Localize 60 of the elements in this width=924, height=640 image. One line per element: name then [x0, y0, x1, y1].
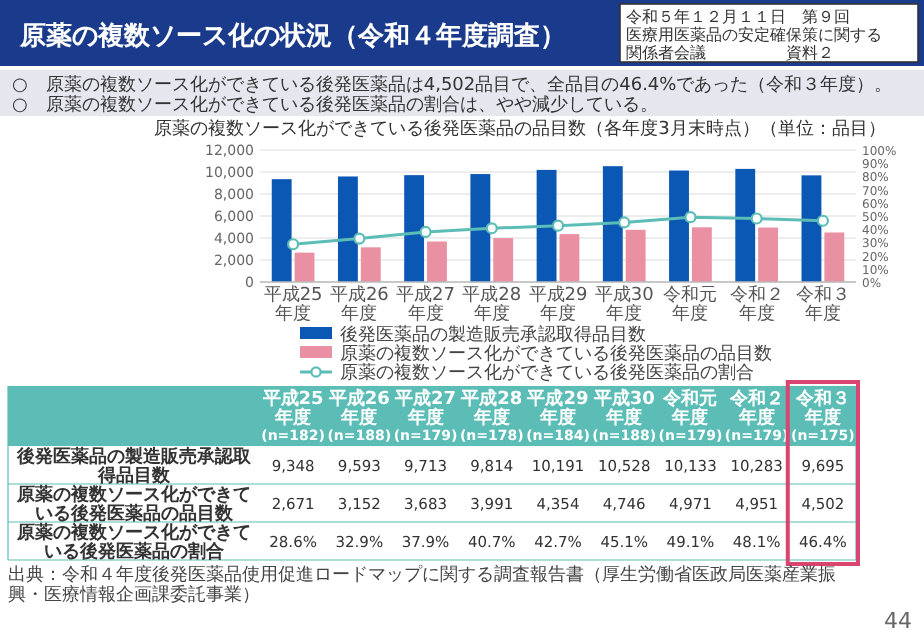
category-label: 令和元年度 — [663, 390, 718, 429]
bar — [735, 168, 756, 282]
bar — [271, 179, 292, 282]
bar — [559, 234, 580, 282]
x-tick-label: 令和２年度 — [729, 284, 784, 325]
bar — [691, 227, 712, 282]
x-tick-label: 平成28年度 — [462, 284, 522, 325]
x-tick-label: 令和元年度 — [663, 284, 718, 325]
legend-label: 原薬の複数ソース化ができている後発医薬品の品目数 — [340, 343, 772, 365]
point — [750, 212, 763, 225]
text: ○ 原薬の複数ソース化ができている後発医薬品は4,502品目で、全品目の46.4%であった（令和３年度）。 — [12, 74, 893, 96]
category-label: 令和３年度 — [795, 390, 850, 429]
bar — [493, 238, 514, 282]
bar — [294, 252, 315, 282]
text: 後発医薬品の製造販売承認取得品目数 — [17, 447, 251, 487]
text: 関係者会議 資料２ — [626, 44, 834, 62]
x-tick-label: 平成27年度 — [396, 284, 456, 325]
bar — [427, 241, 447, 282]
x-tick-label: 平成26年度 — [329, 284, 390, 325]
text: 令和５年１２月１１日 第９回 — [626, 8, 850, 26]
point — [816, 214, 829, 227]
bar — [404, 175, 425, 282]
bar — [470, 174, 491, 282]
point — [419, 225, 432, 239]
bar — [801, 175, 822, 282]
x-tick-label: 平成30年度 — [594, 284, 655, 325]
bar — [824, 232, 845, 282]
point — [551, 219, 565, 232]
bar — [669, 170, 689, 282]
point — [618, 216, 631, 229]
bar — [758, 227, 779, 282]
bar — [360, 247, 381, 282]
text: 原薬の複数ソース化ができている後発医薬品の割合 — [17, 523, 251, 563]
source-note: 出典：令和４年度後発医薬品使用促進ロードマップに関する調査報告書（厚生労働省医政局医薬産業振興・医療情報企画課委託事業） — [8, 564, 836, 606]
legend-label: 後発医薬品の製造販売承認取得品目数 — [340, 324, 646, 346]
category-label: 平成29年度 — [527, 390, 589, 429]
category-label: 平成25年度 — [262, 390, 324, 429]
x-tick-label: 令和３年度 — [795, 284, 850, 325]
chart-title: 原薬の複数ソース化の状況（令和４年度調査） — [18, 20, 566, 52]
category-label: 平成30年度 — [593, 390, 655, 429]
legend-label: 原薬の複数ソース化ができている後発医薬品の割合 — [340, 362, 754, 384]
text: ○ 原薬の複数ソース化ができている後発医薬品の割合は、やや減少している。 — [12, 94, 658, 116]
text: 原薬の複数ソース化ができている後発医薬品の品目数 — [17, 485, 251, 525]
bar — [625, 229, 646, 282]
point — [353, 232, 366, 245]
category-label: 平成28年度 — [461, 390, 523, 429]
point — [684, 211, 697, 224]
text: 44 — [884, 608, 912, 634]
text: 医療用医薬品の安定確保策に関する — [626, 26, 882, 44]
x-tick-label: 平成25年度 — [263, 284, 323, 325]
x-tick-label: 平成29年度 — [528, 284, 588, 325]
point — [485, 222, 498, 235]
bar — [536, 169, 557, 282]
bar — [602, 166, 623, 282]
bar — [337, 176, 358, 282]
category-label: 平成26年度 — [328, 390, 390, 429]
chart-subtitle: 原薬の複数ソース化ができている後発医薬品の品目数（各年度3月末時点）（単位：品目） — [154, 118, 886, 140]
category-label: 令和２年度 — [729, 390, 784, 429]
category-label: 平成27年度 — [395, 390, 457, 429]
point — [287, 238, 300, 251]
